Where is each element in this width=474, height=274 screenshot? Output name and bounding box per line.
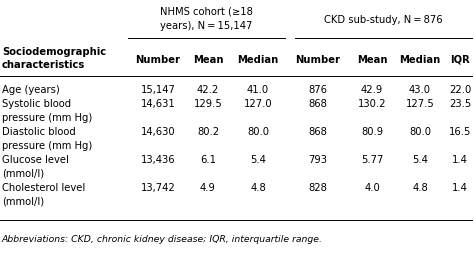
Text: Cholesterol level: Cholesterol level — [2, 183, 85, 193]
Text: Median: Median — [237, 55, 279, 65]
Text: Mean: Mean — [357, 55, 387, 65]
Text: 4.8: 4.8 — [412, 183, 428, 193]
Text: 4.8: 4.8 — [250, 183, 266, 193]
Text: 4.0: 4.0 — [364, 183, 380, 193]
Text: 793: 793 — [309, 155, 328, 165]
Text: 42.2: 42.2 — [197, 85, 219, 95]
Text: Number: Number — [136, 55, 181, 65]
Text: characteristics: characteristics — [2, 60, 85, 70]
Text: 5.4: 5.4 — [412, 155, 428, 165]
Text: 868: 868 — [309, 99, 328, 109]
Text: Age (years): Age (years) — [2, 85, 60, 95]
Text: 4.9: 4.9 — [200, 183, 216, 193]
Text: 127.5: 127.5 — [406, 99, 434, 109]
Text: Abbreviations: CKD, chronic kidney disease; IQR, interquartile range.: Abbreviations: CKD, chronic kidney disea… — [2, 235, 323, 244]
Text: 80.0: 80.0 — [409, 127, 431, 137]
Text: Diastolic blood: Diastolic blood — [2, 127, 76, 137]
Text: Glucose level: Glucose level — [2, 155, 69, 165]
Text: (mmol/l): (mmol/l) — [2, 169, 44, 179]
Text: 868: 868 — [309, 127, 328, 137]
Text: (mmol/l): (mmol/l) — [2, 197, 44, 207]
Text: 16.5: 16.5 — [449, 127, 471, 137]
Text: IQR: IQR — [450, 55, 470, 65]
Text: Mean: Mean — [193, 55, 223, 65]
Text: 22.0: 22.0 — [449, 85, 471, 95]
Text: 5.77: 5.77 — [361, 155, 383, 165]
Text: Sociodemographic: Sociodemographic — [2, 47, 106, 57]
Text: Systolic blood: Systolic blood — [2, 99, 71, 109]
Text: 14,630: 14,630 — [141, 127, 175, 137]
Text: 23.5: 23.5 — [449, 99, 471, 109]
Text: 1.4: 1.4 — [452, 155, 468, 165]
Text: 80.9: 80.9 — [361, 127, 383, 137]
Text: 129.5: 129.5 — [193, 99, 222, 109]
Text: 41.0: 41.0 — [247, 85, 269, 95]
Text: 1.4: 1.4 — [452, 183, 468, 193]
Text: years), N = 15,147: years), N = 15,147 — [160, 21, 253, 31]
Text: 130.2: 130.2 — [358, 99, 386, 109]
Text: NHMS cohort (≥18: NHMS cohort (≥18 — [160, 7, 253, 17]
Text: CKD sub-study, N = 876: CKD sub-study, N = 876 — [324, 15, 443, 25]
Text: 15,147: 15,147 — [141, 85, 175, 95]
Text: 127.0: 127.0 — [244, 99, 272, 109]
Text: 5.4: 5.4 — [250, 155, 266, 165]
Text: Median: Median — [400, 55, 441, 65]
Text: 43.0: 43.0 — [409, 85, 431, 95]
Text: Number: Number — [295, 55, 340, 65]
Text: pressure (mm Hg): pressure (mm Hg) — [2, 141, 92, 151]
Text: 80.0: 80.0 — [247, 127, 269, 137]
Text: 13,436: 13,436 — [141, 155, 175, 165]
Text: 14,631: 14,631 — [141, 99, 175, 109]
Text: 42.9: 42.9 — [361, 85, 383, 95]
Text: 876: 876 — [309, 85, 328, 95]
Text: 828: 828 — [309, 183, 328, 193]
Text: 80.2: 80.2 — [197, 127, 219, 137]
Text: 13,742: 13,742 — [141, 183, 175, 193]
Text: pressure (mm Hg): pressure (mm Hg) — [2, 113, 92, 123]
Text: 6.1: 6.1 — [200, 155, 216, 165]
